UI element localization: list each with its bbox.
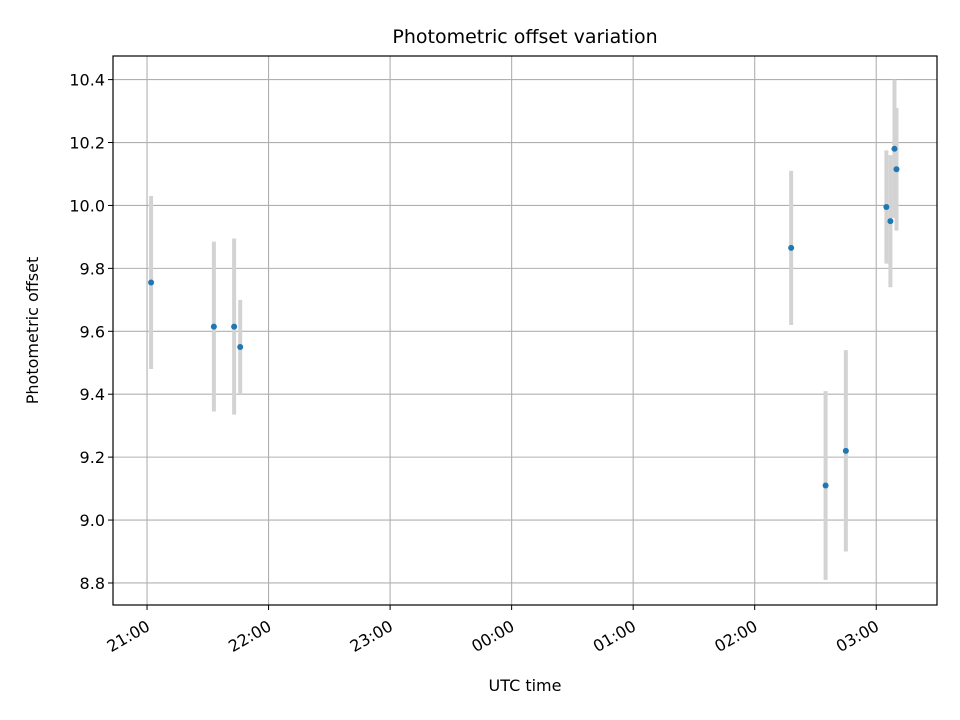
- y-ticks: 8.8 9.0 9.2 9.4 9.6 9.8 10.0 10.2 10.4: [69, 71, 113, 593]
- y-tick-label: 8.8: [80, 574, 105, 593]
- plot-frame: [112, 55, 938, 606]
- y-tick-label: 10.4: [69, 71, 105, 90]
- data-point: [822, 482, 829, 489]
- data-point: [231, 323, 238, 330]
- data-point: [891, 145, 898, 152]
- y-tick-label: 9.6: [80, 322, 105, 341]
- data-point: [210, 323, 217, 330]
- y-tick-label: 9.2: [80, 448, 105, 467]
- y-tick-label: 10.0: [69, 196, 105, 215]
- x-tick-label: 03:00: [833, 616, 882, 656]
- chart-title: Photometric offset variation: [392, 26, 657, 48]
- x-tick-label: 21:00: [104, 616, 153, 656]
- x-axis-label: UTC time: [489, 676, 562, 695]
- grid: [113, 56, 937, 605]
- x-tick-label: 02:00: [711, 616, 760, 656]
- data-point: [148, 279, 155, 286]
- error-bars: [149, 79, 899, 580]
- y-tick-label: 9.4: [80, 385, 105, 404]
- data-point: [887, 218, 894, 225]
- x-ticks: 21:00 22:00 23:00 00:00 01:00 02:00 03:00: [104, 605, 882, 656]
- x-tick-label: 23:00: [347, 616, 396, 656]
- data-point: [237, 344, 244, 351]
- x-tick-label: 01:00: [590, 616, 639, 656]
- y-axis-label: Photometric offset: [23, 257, 42, 405]
- x-tick-label: 00:00: [468, 616, 517, 656]
- data-point: [788, 244, 795, 251]
- x-tick-label: 22:00: [225, 616, 274, 656]
- y-tick-label: 9.8: [80, 259, 105, 278]
- y-tick-label: 9.0: [80, 511, 105, 530]
- data-points: [148, 145, 900, 489]
- y-tick-label: 10.2: [69, 134, 105, 153]
- data-point: [883, 204, 890, 211]
- data-point: [842, 447, 849, 454]
- data-point: [893, 166, 900, 173]
